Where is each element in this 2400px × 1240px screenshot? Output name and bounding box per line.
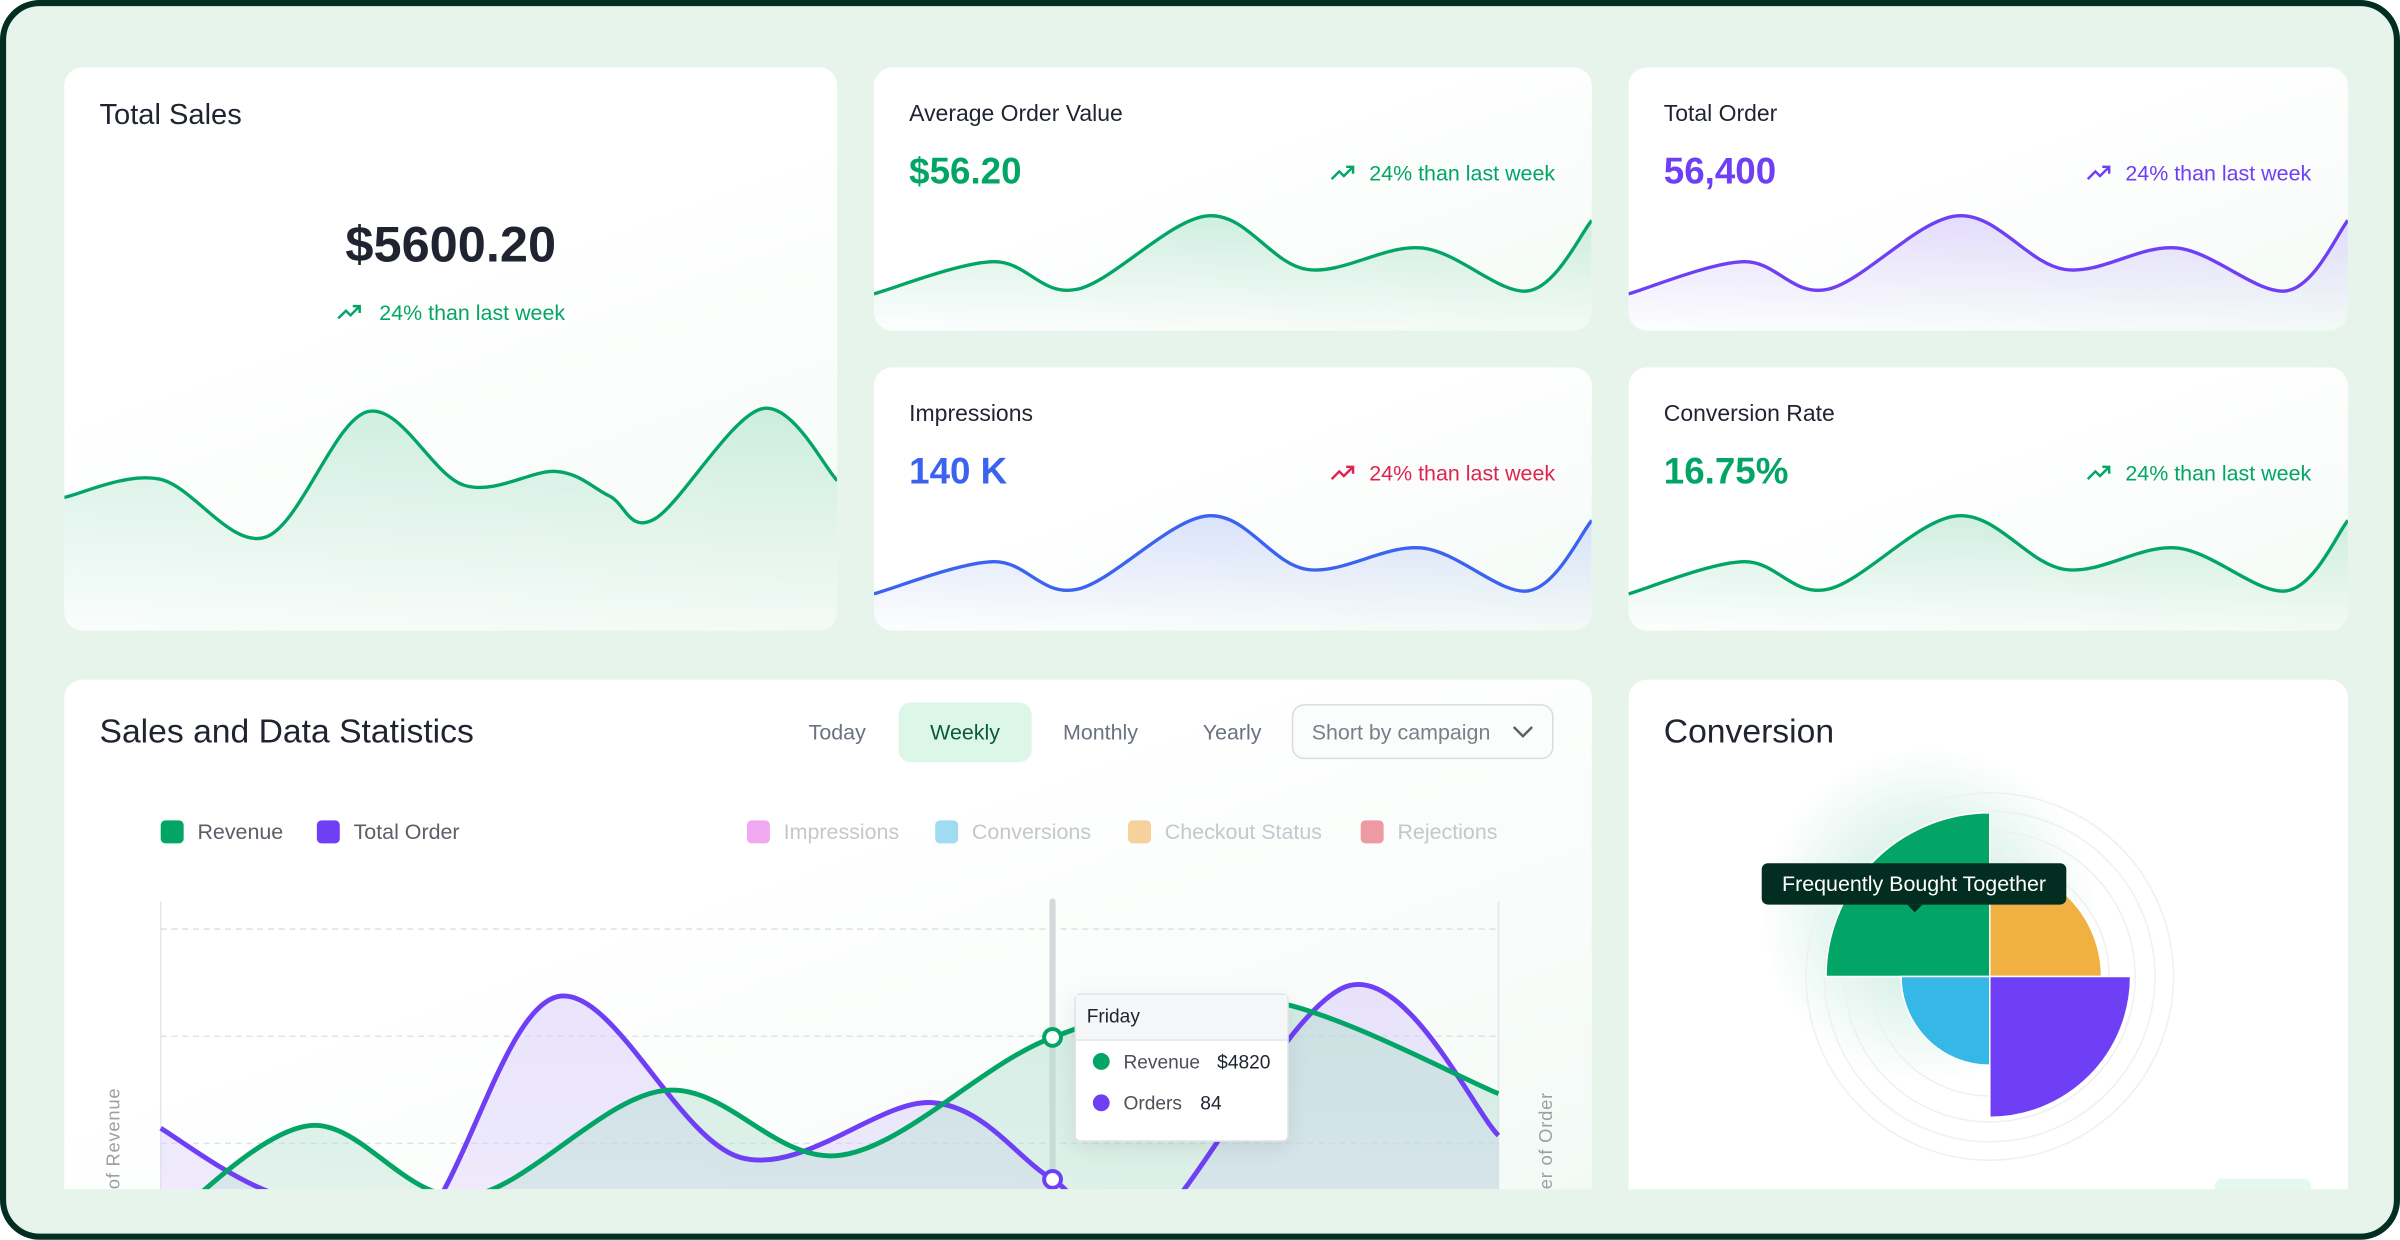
conversion-card: Conversion Frequently Bought Together: [1628, 679, 2348, 1190]
dropdown-value: Short by campaign: [1311, 719, 1491, 744]
sparkline-line: [64, 406, 838, 541]
sparkline-area: [873, 215, 1592, 331]
legend-label: Impressions: [783, 818, 900, 844]
kpi-sparkline: [873, 214, 1592, 331]
trend: 24% than last week: [2086, 160, 2312, 186]
right-axis-label: er of Order: [1535, 1092, 1557, 1190]
section-title: Conversion: [1663, 711, 1835, 750]
total-sales-card: Total Sales $5600.20 24% than last week: [64, 67, 838, 631]
trend: 24% than last week: [2086, 460, 2312, 486]
tooltip-value: 84: [1200, 1092, 1222, 1114]
legend-label: Rejections: [1397, 818, 1498, 844]
trend-text: 24% than last week: [379, 299, 566, 325]
kpi-sparkline: [1628, 514, 2348, 631]
legend-swatch-icon: [1360, 819, 1384, 843]
legend-item-conversions[interactable]: Conversions: [935, 819, 1091, 843]
sparkline-line: [873, 214, 1592, 296]
trend-text: 24% than last week: [2125, 160, 2312, 186]
total-sales-sparkline: [64, 406, 838, 631]
trending-up-icon: [337, 304, 361, 320]
campaign-sort-dropdown[interactable]: Short by campaign: [1291, 704, 1554, 760]
sparkline-line: [1628, 514, 2348, 596]
conversion-polar-chart: [1760, 746, 2175, 1161]
sparkline-area: [64, 408, 838, 631]
chart-tooltip: Friday Revenue $4820 Orders 84: [1074, 993, 1289, 1142]
trending-up-icon: [1330, 165, 1354, 180]
sales-line-chart: [159, 898, 1501, 1190]
polar-ring: [1805, 792, 2175, 1161]
section-title: Sales and Data Statistics: [99, 711, 474, 750]
kpi-value: 140 K: [909, 451, 1008, 493]
legend-swatch-icon: [316, 819, 340, 843]
chevron-down-icon: [1512, 726, 1533, 738]
kpi-sparkline: [873, 514, 1592, 631]
sparkline-area: [1628, 515, 2348, 631]
total-sales-value: $5600.20: [345, 215, 557, 273]
card-title: Total Sales: [99, 99, 242, 132]
trending-up-icon: [2086, 165, 2110, 180]
kpi-value: 56,400: [1663, 151, 1777, 193]
legend-swatch-icon: [160, 819, 184, 843]
tab-monthly[interactable]: Monthly: [1062, 719, 1139, 744]
kpi-card-total-order: Total Order 56,400 24% than last week: [1628, 67, 2348, 331]
sales-statistics-card: Sales and Data Statistics Today Weekly M…: [64, 679, 1592, 1190]
trend-text: 24% than last week: [2125, 460, 2312, 486]
segment-tooltip: Frequently Bought Together: [1761, 863, 2067, 913]
polar-ring: [1823, 810, 2156, 1143]
legend-item-checkout-status[interactable]: Checkout Status: [1128, 819, 1322, 843]
legend-swatch-icon: [1128, 819, 1152, 843]
legend-label: Total Order: [353, 818, 460, 844]
card-title: Impressions: [909, 401, 1033, 428]
total-order-area: [160, 984, 1499, 1190]
legend-label: Revenue: [197, 818, 284, 844]
sparkline-line: [873, 514, 1592, 596]
revenue-dot-icon: [1092, 1053, 1110, 1070]
tooltip-label: Orders: [1123, 1092, 1182, 1114]
tooltip-label: Revenue: [1123, 1050, 1201, 1073]
card-title: Average Order Value: [909, 101, 1123, 128]
hover-marker: [1042, 1169, 1063, 1190]
trending-up-icon: [2086, 465, 2110, 480]
kpi-value: 16.75%: [1663, 451, 1789, 493]
legend-item-total-order[interactable]: Total Order: [316, 818, 460, 844]
card-title: Conversion Rate: [1663, 401, 1835, 428]
tooltip-row-orders: Orders 84: [1076, 1082, 1287, 1123]
tooltip-row-revenue: Revenue $4820: [1076, 1041, 1287, 1082]
kpi-card-average-order-value: Average Order Value $56.20 24% than last…: [873, 67, 1592, 331]
trend: 24% than last week: [64, 300, 837, 324]
legend-swatch-icon: [935, 819, 959, 843]
sparkline-line: [1628, 214, 2348, 296]
polar-segment-bottom-right[interactable]: [1989, 975, 2132, 1119]
legend-item-rejections[interactable]: Rejections: [1360, 818, 1498, 844]
action-button[interactable]: [2214, 1178, 2312, 1190]
legend-item-impressions[interactable]: Impressions: [746, 818, 900, 844]
tab-weekly[interactable]: Weekly: [898, 702, 1032, 763]
tooltip-title: Friday: [1076, 994, 1288, 1041]
trend-text: 24% than last week: [1369, 160, 1556, 186]
legend-swatch-icon: [746, 819, 770, 843]
orders-dot-icon: [1092, 1094, 1110, 1112]
kpi-value: $56.20: [909, 151, 1022, 193]
polar-segment-bottom-left[interactable]: [1900, 975, 1991, 1067]
card-title: Total Order: [1663, 101, 1778, 128]
kpi-sparkline: [1628, 214, 2348, 331]
tab-yearly[interactable]: Yearly: [1202, 719, 1262, 744]
trend: 24% than last week: [1329, 161, 1555, 185]
sparkline-area: [1628, 215, 2348, 331]
trending-up-icon: [1330, 465, 1354, 480]
tab-today[interactable]: Today: [808, 719, 866, 744]
legend-label: Conversions: [971, 818, 1092, 844]
trend: 24% than last week: [1329, 461, 1555, 485]
sparkline-area: [873, 515, 1592, 631]
hover-marker: [1042, 1026, 1063, 1048]
tooltip-value: $4820: [1217, 1050, 1271, 1073]
kpi-card-impressions: Impressions 140 K 24% than last week: [873, 367, 1592, 631]
left-axis-label: of Revenue: [102, 1087, 124, 1190]
trend-text: 24% than last week: [1369, 460, 1556, 486]
legend-label: Checkout Status: [1164, 818, 1323, 844]
legend-item-revenue[interactable]: Revenue: [160, 818, 284, 844]
kpi-card-conversion-rate: Conversion Rate 16.75% 24% than last wee…: [1628, 367, 2348, 631]
